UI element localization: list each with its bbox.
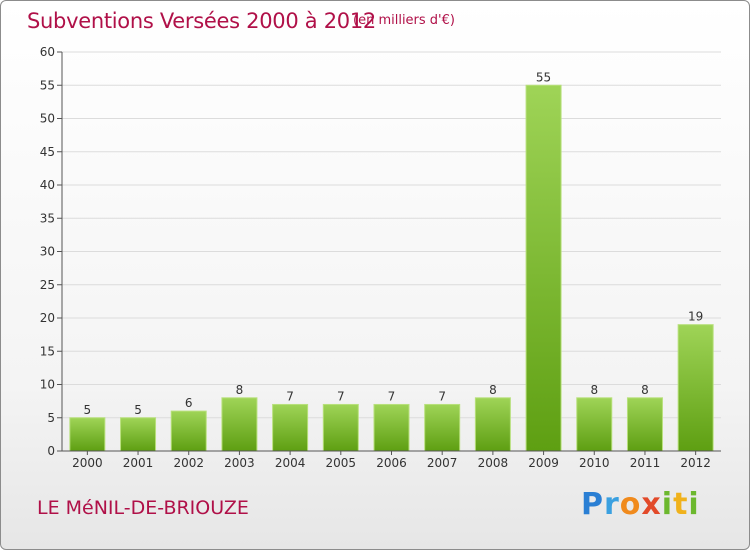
bar: [272, 403, 309, 452]
x-tick-label: 2003: [224, 456, 255, 470]
bars: [69, 84, 714, 452]
bar: [424, 403, 461, 452]
y-tick-label: 55: [40, 78, 55, 92]
y-tick-label: 40: [40, 178, 55, 192]
data-label: 7: [286, 389, 294, 403]
x-tick-label: 2009: [528, 456, 559, 470]
bar: [120, 417, 157, 452]
data-label: 8: [489, 383, 497, 397]
logo-letter: i: [688, 487, 700, 522]
bar: [170, 410, 207, 452]
bar: [69, 417, 106, 452]
y-tick-label: 0: [47, 444, 55, 458]
x-tick-label: 2010: [579, 456, 610, 470]
bar: [221, 397, 258, 452]
y-tick-label: 50: [40, 112, 55, 126]
data-label: 7: [337, 389, 345, 403]
proxiti-logo: Proxiti: [581, 487, 700, 522]
data-label: 5: [134, 403, 142, 417]
y-tick-label: 20: [40, 311, 55, 325]
bar: [525, 84, 562, 452]
logo-letter: x: [641, 487, 662, 522]
y-axis-ticks: 0 5 10 15 20 25 30 35 40 45 50 55 60: [40, 45, 62, 458]
y-tick-label: 60: [40, 45, 55, 59]
data-label: 19: [688, 310, 703, 324]
x-tick-label: 2005: [326, 456, 357, 470]
bar: [576, 397, 613, 452]
chart-title: Subventions Versées 2000 à 2012: [27, 9, 376, 33]
chart-subtitle: (en milliers d'€): [353, 13, 455, 28]
x-tick-label: 2002: [173, 456, 204, 470]
data-label: 8: [236, 383, 244, 397]
x-tick-label: 2011: [630, 456, 661, 470]
gridlines: [62, 51, 721, 419]
bar: [322, 403, 359, 452]
data-label: 8: [641, 383, 649, 397]
data-label: 7: [388, 389, 396, 403]
logo-letter: P: [581, 487, 604, 522]
bar: [677, 324, 714, 452]
logo-letter: i: [661, 487, 674, 522]
logo-letter: r: [604, 487, 620, 522]
y-tick-label: 25: [40, 278, 55, 292]
place-name: LE MéNIL-DE-BRIOUZE: [37, 497, 249, 519]
y-tick-label: 35: [40, 211, 55, 225]
x-axis-ticks: 2000 2001 2002 2003 2004 2005 2006 2007 2008 2009…: [72, 451, 711, 470]
data-label: 8: [590, 383, 598, 397]
bar: [474, 397, 511, 452]
x-tick-label: 2006: [376, 456, 407, 470]
y-tick-label: 30: [40, 245, 55, 259]
logo-letter: t: [673, 487, 689, 522]
data-label: 6: [185, 396, 193, 410]
logo-letter: o: [619, 487, 642, 522]
y-tick-label: 10: [40, 378, 55, 392]
bar: [373, 403, 410, 452]
x-tick-label: 2001: [123, 456, 154, 470]
y-tick-label: 15: [40, 344, 55, 358]
x-tick-label: 2000: [72, 456, 103, 470]
x-tick-label: 2012: [680, 456, 711, 470]
x-tick-label: 2008: [478, 456, 509, 470]
y-tick-label: 5: [47, 411, 55, 425]
x-tick-label: 2004: [275, 456, 306, 470]
data-label: 55: [536, 70, 551, 84]
bar: [626, 397, 663, 452]
y-tick-label: 45: [40, 145, 55, 159]
data-label: 5: [84, 403, 92, 417]
x-tick-label: 2007: [427, 456, 458, 470]
data-label: 7: [438, 389, 446, 403]
